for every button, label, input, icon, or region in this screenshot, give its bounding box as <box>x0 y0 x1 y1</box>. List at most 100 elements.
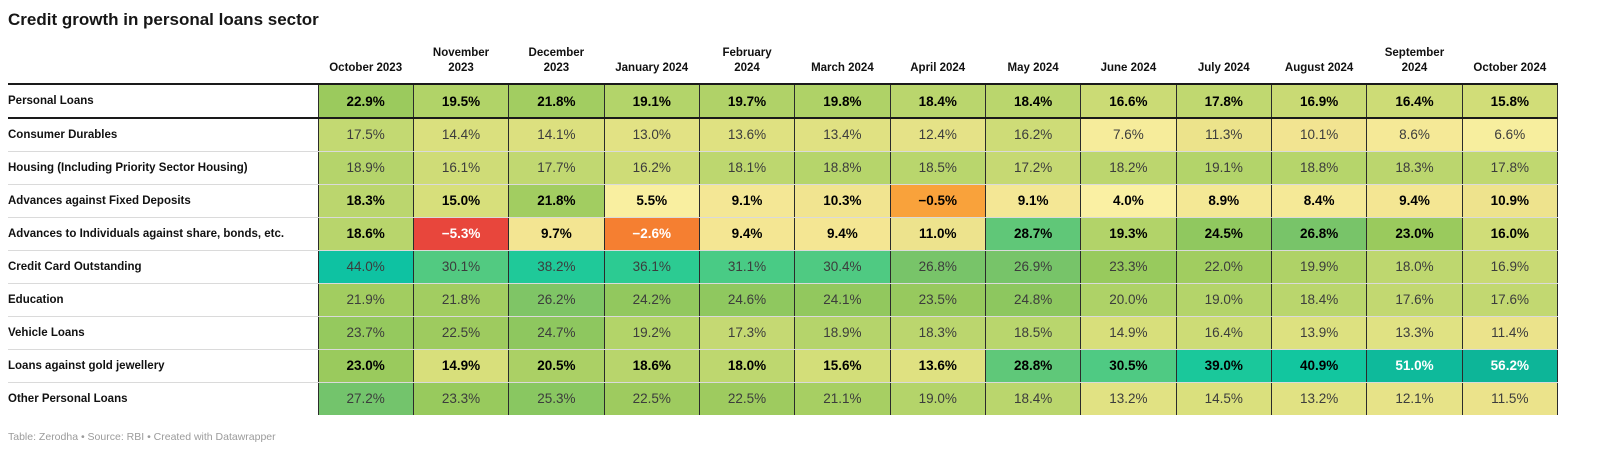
heatmap-cell: 16.2% <box>603 151 700 185</box>
heatmap-cell: 14.1% <box>508 118 605 152</box>
row-label: Other Personal Loans <box>8 382 318 415</box>
table-row: Education 21.9% 21.8% 26.2% 24.2% 24.6% 24.1% 2… <box>8 283 1559 317</box>
heatmap-cell: 22.9% <box>317 84 414 119</box>
heatmap-cell: 9.4% <box>698 217 796 251</box>
corner-header <box>8 34 318 85</box>
heatmap-cell: 21.1% <box>794 382 891 415</box>
column-header: July 2024 <box>1176 34 1272 85</box>
table-row: Loans against gold jewellery 23.0% 14.9% 20… <box>8 349 1559 383</box>
heatmap-cell: 21.9% <box>317 283 414 317</box>
heatmap-cell: 11.5% <box>1461 382 1559 415</box>
heatmap-cell: 19.1% <box>603 84 700 119</box>
header-row: October 2023 November 2023 December 2023 Ja… <box>8 34 1558 85</box>
heatmap-cell: 27.2% <box>317 382 414 415</box>
heatmap-cell: 17.8% <box>1175 84 1272 119</box>
heatmap-cell: 18.4% <box>889 84 986 119</box>
heatmap-cell: 30.5% <box>1080 349 1177 383</box>
heatmap-cell: 9.1% <box>984 184 1082 218</box>
heatmap-cell: 18.3% <box>889 316 986 350</box>
column-header: December 2023 <box>508 34 605 85</box>
heatmap-cell: 25.3% <box>508 382 605 415</box>
heatmap-cell: 11.0% <box>889 217 986 251</box>
heatmap-cell: 51.0% <box>1366 349 1463 383</box>
heatmap-cell: 22.5% <box>412 316 510 350</box>
heatmap-cell: 39.0% <box>1175 349 1272 383</box>
heatmap-cell: 24.2% <box>603 283 700 317</box>
heatmap-cell: 28.7% <box>984 217 1082 251</box>
chart-title: Credit growth in personal loans sector <box>8 10 319 29</box>
heatmap-cell: 22.5% <box>698 382 796 415</box>
row-label: Personal Loans <box>8 84 318 119</box>
heatmap-cell: 19.7% <box>698 84 796 119</box>
heatmap-cell: 19.0% <box>1175 283 1272 317</box>
heatmap-cell: 10.3% <box>794 184 891 218</box>
heatmap-cell: 23.5% <box>889 283 986 317</box>
heatmap-cell: 6.6% <box>1461 118 1559 152</box>
heatmap-cell: 17.6% <box>1461 283 1559 317</box>
heatmap-cell: 19.9% <box>1270 250 1368 284</box>
column-header: January 2024 <box>604 34 700 85</box>
heatmap-cell: 11.3% <box>1175 118 1272 152</box>
column-header: June 2024 <box>1080 34 1177 85</box>
heatmap-cell: 9.4% <box>794 217 891 251</box>
heatmap-cell: 14.4% <box>412 118 510 152</box>
heatmap-cell: 18.3% <box>1366 151 1463 185</box>
heatmap-cell: 22.0% <box>1175 250 1272 284</box>
table-row: Consumer Durables 17.5% 14.4% 14.1% 13.0% 13.… <box>8 118 1559 152</box>
heatmap-cell: 23.7% <box>317 316 414 350</box>
column-header: October 2023 <box>318 34 414 85</box>
heatmap-cell: 16.2% <box>984 118 1082 152</box>
heatmap-cell: 18.6% <box>317 217 414 251</box>
heatmap-cell: 16.4% <box>1175 316 1272 350</box>
heatmap-cell: 13.3% <box>1366 316 1463 350</box>
heatmap-cell: 9.7% <box>508 217 605 251</box>
column-header: April 2024 <box>890 34 986 85</box>
heatmap-cell: 18.1% <box>698 151 796 185</box>
heatmap-cell: 14.5% <box>1175 382 1272 415</box>
attribution-footer: Table: Zerodha • Source: RBI • Created w… <box>8 431 276 443</box>
heatmap-cell: 17.8% <box>1461 151 1559 185</box>
heatmap-cell: 24.1% <box>794 283 891 317</box>
heatmap-cell: 12.4% <box>889 118 986 152</box>
heatmap-cell: 23.0% <box>317 349 414 383</box>
heatmap-cell: 17.5% <box>317 118 414 152</box>
heatmap-cell: 16.4% <box>1366 84 1463 119</box>
heatmap-cell: 8.9% <box>1175 184 1272 218</box>
row-label: Education <box>8 283 318 317</box>
heatmap-cell: 38.2% <box>508 250 605 284</box>
heatmap-cell: 26.9% <box>984 250 1082 284</box>
column-header: September 2024 <box>1366 34 1463 85</box>
heatmap-cell: 23.3% <box>1080 250 1177 284</box>
table-header: October 2023 November 2023 December 2023 Ja… <box>8 34 1558 85</box>
heatmap-cell: 13.6% <box>889 349 986 383</box>
table-row: Other Personal Loans 27.2% 23.3% 25.3% 22.5%… <box>8 382 1559 415</box>
heatmap-cell: 14.9% <box>1080 316 1177 350</box>
heatmap-cell: 17.6% <box>1366 283 1463 317</box>
heatmap-cell: 22.5% <box>603 382 700 415</box>
heatmap-cell: 21.8% <box>508 84 605 119</box>
table-row: Housing (Including Priority Sector Housi… <box>8 151 1559 185</box>
heatmap-cell: 30.4% <box>794 250 891 284</box>
heatmap-cell: 14.9% <box>412 349 510 383</box>
table-row: Advances against Fixed Deposits 18.3% 15.0… <box>8 184 1559 218</box>
heatmap-cell: 24.8% <box>984 283 1082 317</box>
heatmap-cell: 18.5% <box>984 316 1082 350</box>
heatmap-cell: 18.2% <box>1080 151 1177 185</box>
heatmap-cell: 8.6% <box>1366 118 1463 152</box>
row-label: Consumer Durables <box>8 118 318 152</box>
heatmap-cell: 26.8% <box>889 250 986 284</box>
column-header: November 2023 <box>413 34 509 85</box>
heatmap-cell: 9.1% <box>698 184 796 218</box>
heatmap-cell: −5.3% <box>412 217 510 251</box>
column-header: October 2024 <box>1462 34 1558 85</box>
column-header: March 2024 <box>794 34 891 85</box>
heatmap-cell: 18.4% <box>984 382 1082 415</box>
heatmap-cell: 26.8% <box>1270 217 1368 251</box>
heatmap-cell: 21.8% <box>412 283 510 317</box>
heatmap-cell: 13.9% <box>1270 316 1368 350</box>
heatmap-cell: 21.8% <box>508 184 605 218</box>
heatmap-cell: 20.5% <box>508 349 605 383</box>
heatmap-cell: 18.0% <box>1366 250 1463 284</box>
heatmap-cell: 44.0% <box>317 250 414 284</box>
